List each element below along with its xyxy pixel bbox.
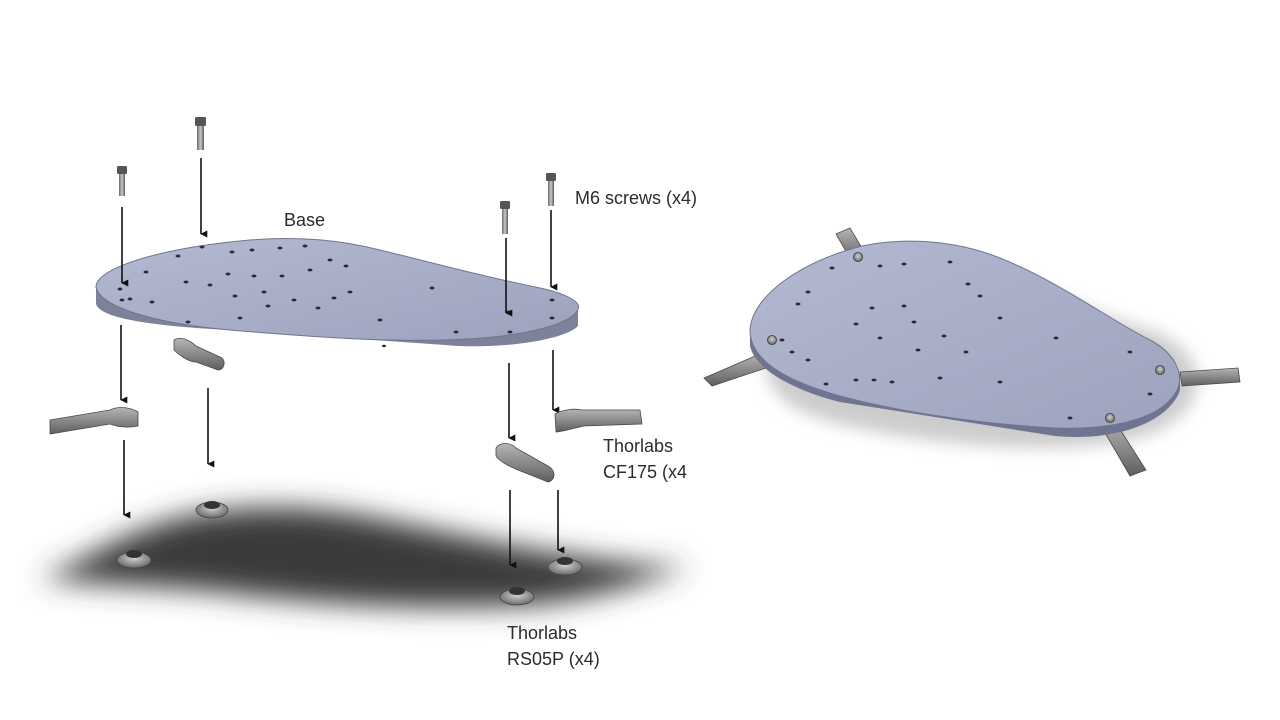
label-screws: M6 screws (x4): [575, 188, 698, 208]
assembled-view: [703, 227, 1241, 477]
post-3: [499, 587, 535, 606]
screw-1: [117, 166, 127, 196]
screw-3: [500, 201, 510, 234]
label-clamp-1: Thorlabs: [603, 436, 674, 456]
label-base: Base: [284, 210, 326, 230]
clamp-4: [554, 408, 643, 433]
base-plate: [95, 237, 580, 341]
clamp-3: [495, 443, 555, 483]
post-arrows: [123, 440, 565, 569]
screw-2: [195, 117, 206, 150]
label-clamp-2: CF175 (x4: [603, 462, 688, 482]
plate-holes: [117, 244, 555, 348]
clamp-arrows: [120, 325, 560, 468]
exploded-view: [40, 117, 690, 607]
post-2: [195, 501, 229, 519]
ground-shadow: [40, 507, 690, 607]
screw-4: [546, 173, 556, 206]
assembled-plate-holes: [779, 260, 1153, 420]
label-post-1: Thorlabs: [507, 623, 578, 643]
assembled-screw-heads: [767, 252, 1165, 423]
post-1: [116, 550, 152, 569]
label-post-2: RS05P (x4): [507, 649, 600, 669]
screw-arrows: [121, 158, 558, 317]
clamp-1: [49, 407, 139, 435]
post-4: [547, 557, 583, 576]
assembled-plate: [749, 240, 1180, 429]
clamp-2: [173, 338, 225, 371]
